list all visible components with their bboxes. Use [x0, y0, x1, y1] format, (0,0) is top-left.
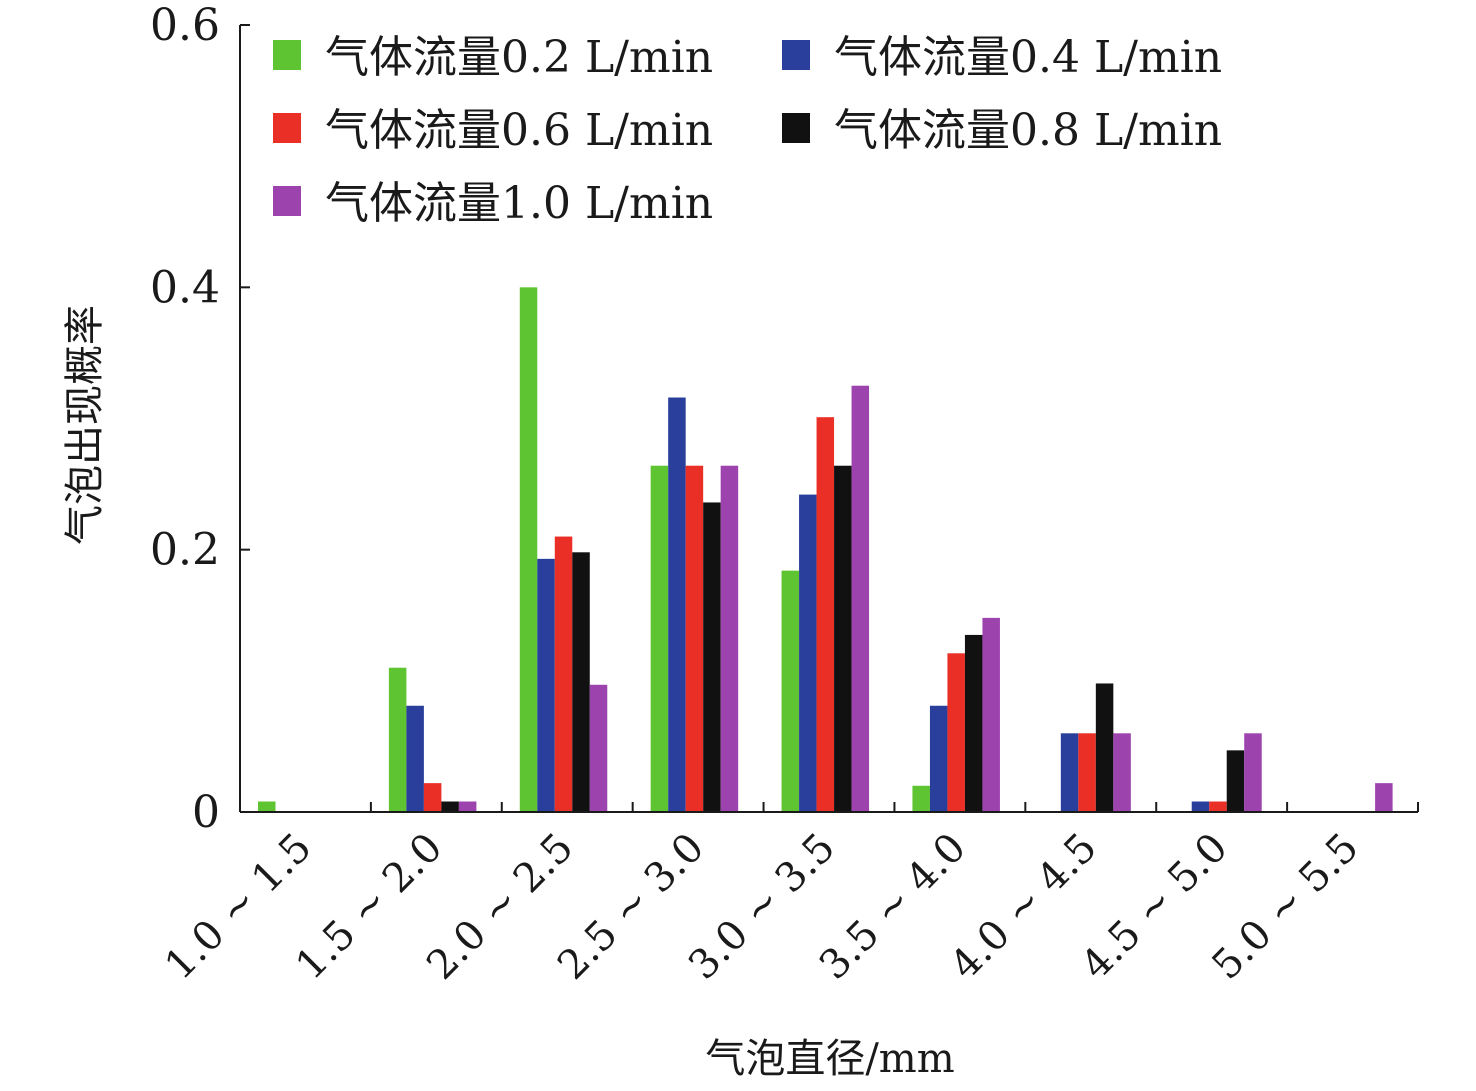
- bar: [668, 397, 686, 812]
- bar: [388, 667, 407, 812]
- legend-swatch: [273, 40, 301, 70]
- bar: [685, 465, 704, 812]
- y-tick-label: 0.6: [150, 0, 220, 51]
- legend-label: 气体流量0.4 L/min: [834, 32, 1222, 83]
- bar: [537, 558, 555, 812]
- legend-item: 气体流量0.8 L/min: [782, 105, 1222, 156]
- bar: [799, 494, 817, 812]
- bar: [1078, 733, 1096, 812]
- legend: 气体流量0.2 L/min 气体流量0.4 L/min 气体流量0.6 L/min 气…: [273, 32, 1222, 229]
- bar: [258, 801, 276, 812]
- bar: [1095, 683, 1114, 812]
- legend-label: 气体流量1.0 L/min: [325, 178, 713, 229]
- x-axis-title: 气泡直径/mm: [705, 1036, 954, 1082]
- bar: [554, 536, 573, 812]
- legend-item: 气体流量0.2 L/min: [273, 32, 713, 83]
- bar: [816, 417, 835, 812]
- legend-item: 气体流量0.4 L/min: [782, 32, 1222, 83]
- legend-swatch: [782, 40, 810, 70]
- bar: [650, 465, 669, 812]
- bar: [912, 785, 930, 812]
- y-tick-label: 0.4: [150, 262, 220, 313]
- bar: [1226, 750, 1245, 812]
- bar: [572, 552, 590, 812]
- bar: [423, 783, 442, 812]
- legend-swatch: [273, 113, 301, 143]
- bar: [1113, 733, 1131, 812]
- bar: [947, 653, 965, 812]
- bar: [1375, 783, 1393, 812]
- bar: [982, 617, 1000, 812]
- bar: [929, 705, 948, 812]
- legend-label: 气体流量0.2 L/min: [325, 32, 713, 83]
- bar: [834, 465, 852, 812]
- bar: [1244, 733, 1262, 812]
- bar: [964, 634, 983, 812]
- bar: [851, 385, 870, 812]
- y-tick-label: 0.2: [150, 525, 220, 576]
- legend-label: 气体流量0.8 L/min: [834, 105, 1222, 156]
- bar: [589, 684, 608, 812]
- y-axis-title: 气泡出现概率: [62, 305, 108, 545]
- bar: [781, 570, 800, 812]
- y-tick-label: 0: [192, 787, 220, 838]
- bar: [441, 801, 459, 812]
- bar: [406, 705, 424, 812]
- bar: [519, 287, 538, 813]
- legend-item: 气体流量1.0 L/min: [273, 178, 713, 229]
- bar: [1191, 801, 1210, 812]
- legend-item: 气体流量0.6 L/min: [273, 105, 713, 156]
- bar: [458, 801, 477, 812]
- legend-label: 气体流量0.6 L/min: [325, 105, 713, 156]
- bar: [703, 502, 721, 812]
- bars-layer: [258, 287, 1393, 813]
- bar: [1209, 801, 1227, 812]
- bar: [720, 465, 739, 812]
- bar: [1060, 733, 1079, 812]
- legend-swatch: [782, 113, 810, 143]
- legend-swatch: [273, 186, 301, 216]
